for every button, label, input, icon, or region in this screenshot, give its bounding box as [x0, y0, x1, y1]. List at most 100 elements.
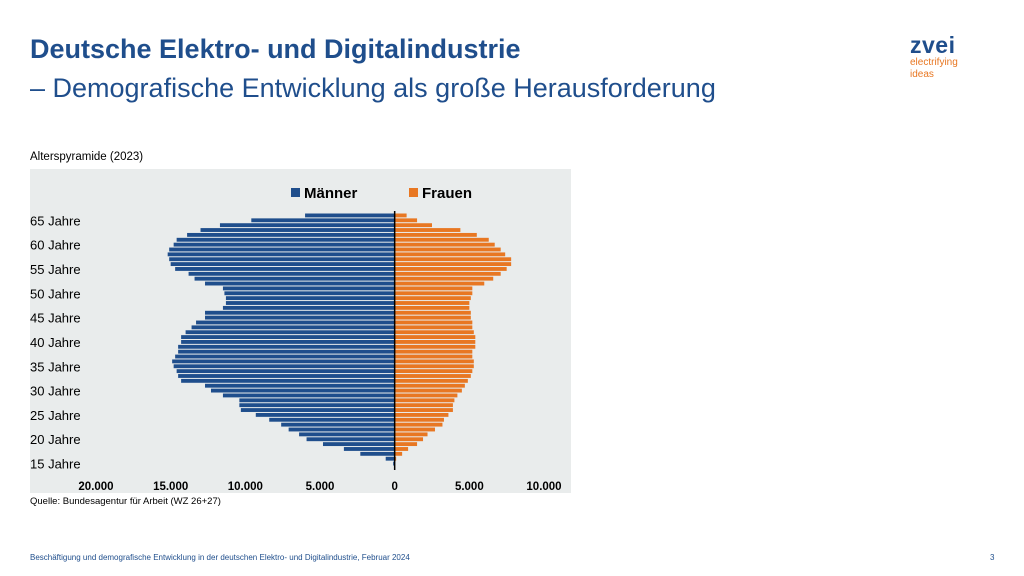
bar-men-age-19	[322, 442, 395, 447]
y-tick-label: 25 Jahre	[30, 408, 81, 423]
bar-men-age-55	[175, 267, 395, 271]
logo-tagline-2: ideas	[910, 69, 934, 80]
bar-women-age-57	[394, 257, 512, 262]
bar-women-age-53	[394, 276, 494, 281]
y-tick-label: 30 Jahre	[30, 384, 81, 399]
bar-women-age-49	[394, 296, 471, 301]
bar-men-age-26	[240, 408, 395, 412]
bar-men-age-20	[306, 437, 395, 442]
bar-women-age-20	[394, 437, 424, 442]
bar-women-age-47	[394, 305, 470, 310]
bar-men-age-56	[170, 262, 395, 267]
bar-women-age-59	[394, 247, 501, 252]
bar-women-age-31	[394, 383, 465, 388]
bar-women-age-19	[394, 442, 418, 447]
bar-women-age-26	[394, 408, 453, 412]
legend-label-men: Männer	[304, 185, 358, 202]
bar-men-age-62	[187, 232, 395, 237]
x-tick-label: 5.000	[306, 481, 335, 493]
bar-men-age-52	[205, 281, 395, 286]
bar-women-age-44	[394, 320, 473, 325]
bar-women-age-37	[394, 354, 473, 359]
x-tick-label: 20.000	[78, 481, 113, 493]
bar-women-age-41	[394, 335, 476, 339]
bar-women-age-58	[394, 252, 506, 257]
y-tick-label: 40 Jahre	[30, 335, 81, 350]
bar-men-age-48	[225, 301, 395, 305]
bar-women-age-63	[394, 228, 461, 232]
bar-men-age-60	[173, 242, 395, 247]
bar-men-age-31	[205, 383, 395, 388]
bar-men-age-33	[178, 374, 395, 378]
bar-men-age-58	[167, 252, 395, 257]
bar-men-age-65	[251, 218, 395, 223]
bar-women-age-45	[394, 315, 471, 320]
bar-men-age-21	[299, 432, 395, 437]
page-subtitle: – Demografische Entwicklung als große He…	[30, 73, 716, 103]
bar-women-age-34	[394, 369, 473, 374]
bar-men-age-50	[224, 291, 395, 296]
series-men-bars	[167, 213, 395, 466]
bar-women-age-51	[394, 286, 473, 291]
bar-men-age-43	[191, 325, 395, 330]
bar-men-age-59	[169, 247, 395, 252]
bar-men-age-38	[178, 349, 395, 354]
bar-women-age-60	[394, 242, 495, 247]
y-tick-label: 60 Jahre	[30, 238, 81, 253]
bar-men-age-39	[178, 344, 395, 349]
bar-men-age-66	[305, 213, 395, 218]
bar-men-age-53	[194, 276, 395, 281]
logo-wordmark: zvei	[910, 32, 956, 58]
bar-women-age-43	[394, 325, 473, 330]
x-tick-label: 10.000	[526, 481, 561, 493]
bar-women-age-23	[394, 422, 443, 427]
bar-women-age-42	[394, 330, 474, 335]
bar-men-age-45	[205, 315, 395, 320]
bar-women-age-50	[394, 291, 473, 296]
bar-women-age-27	[394, 403, 453, 408]
bar-women-age-28	[394, 398, 455, 403]
bar-men-age-51	[222, 286, 395, 291]
series-women-bars	[394, 213, 512, 461]
page-title: Deutsche Elektro- und Digitalindustrie	[30, 34, 521, 64]
y-axis-labels: 15 Jahre 20 Jahre 25 Jahre 30 Jahre 35 Jahre…	[30, 213, 81, 471]
bar-women-age-18	[394, 447, 409, 451]
y-tick-label: 65 Jahre	[30, 213, 81, 228]
bar-men-age-36	[172, 359, 395, 364]
bar-men-age-49	[225, 296, 395, 301]
bar-women-age-65	[394, 218, 418, 223]
x-tick-label: 15.000	[153, 481, 188, 493]
bar-women-age-32	[394, 378, 468, 383]
bar-women-age-55	[394, 267, 507, 271]
footer-text: Beschäftigung und demografische Entwickl…	[30, 553, 410, 562]
y-tick-label: 55 Jahre	[30, 262, 81, 277]
legend-swatch-men	[291, 188, 300, 197]
bar-men-age-41	[181, 335, 395, 339]
bar-women-age-36	[394, 359, 474, 364]
bar-men-age-47	[222, 305, 395, 310]
bar-men-age-61	[176, 237, 395, 242]
bar-women-age-62	[394, 232, 477, 237]
y-tick-label: 20 Jahre	[30, 432, 81, 447]
bar-men-age-16	[385, 456, 395, 461]
bar-women-age-54	[394, 271, 501, 276]
bar-men-age-42	[185, 330, 395, 335]
bar-women-age-33	[394, 374, 471, 378]
bar-men-age-35	[173, 364, 395, 369]
bar-women-age-24	[394, 417, 444, 422]
bar-men-age-27	[239, 403, 395, 408]
x-tick-label: 0	[391, 481, 397, 493]
bar-women-age-56	[394, 262, 512, 267]
bar-men-age-34	[176, 369, 395, 374]
y-tick-label: 15 Jahre	[30, 457, 81, 472]
bar-men-age-23	[281, 422, 395, 427]
bar-men-age-46	[205, 310, 395, 315]
bar-women-age-17	[394, 451, 403, 456]
x-tick-label: 10.000	[228, 481, 263, 493]
chart-container: 15 Jahre 20 Jahre 25 Jahre 30 Jahre 35 Jahre…	[30, 169, 571, 493]
bar-women-age-46	[394, 310, 471, 315]
bar-women-age-66	[394, 213, 407, 218]
bar-men-age-25	[255, 412, 395, 417]
bar-men-age-57	[169, 257, 395, 262]
x-axis-labels: 20.000 15.000 10.000 5.000 0 5.000 10.000	[78, 481, 561, 493]
